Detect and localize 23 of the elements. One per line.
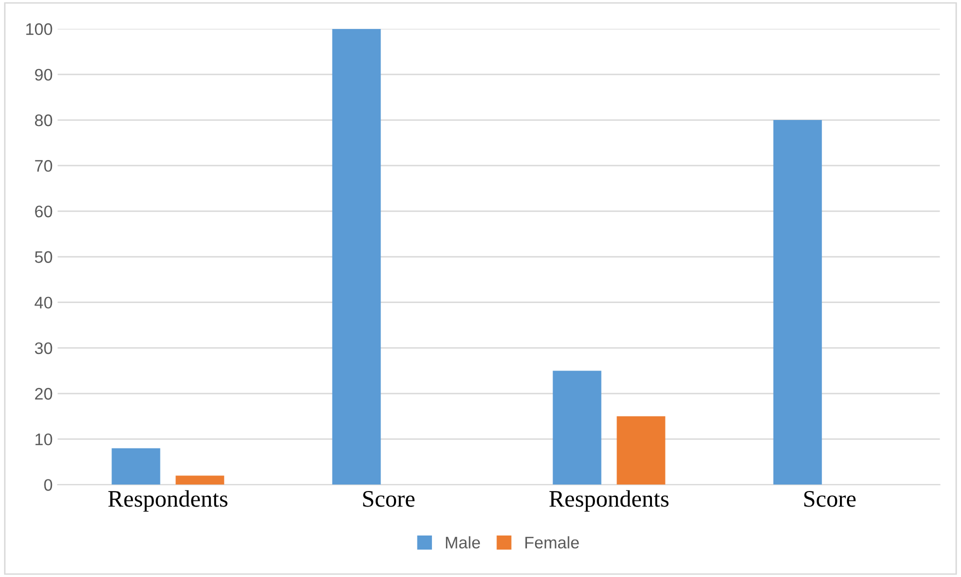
y-tick-label: 100 [26, 23, 52, 36]
y-tick-label: 60 [35, 206, 52, 218]
y-tick-label: 70 [35, 160, 52, 172]
bar [773, 120, 822, 485]
y-tick-label: 80 [34, 114, 52, 126]
y-tick-label: 0 [44, 479, 52, 491]
y-tick-label: 40 [34, 296, 52, 309]
x-tick-label: Score [804, 490, 856, 507]
bar [552, 370, 602, 485]
bar [176, 476, 224, 485]
y-tick-label: 30 [34, 342, 52, 354]
bar [332, 28, 381, 485]
y-tick-label: 90 [35, 68, 52, 81]
bar [616, 416, 666, 485]
bar [112, 448, 160, 485]
legend-label: Female [525, 536, 579, 548]
legend-label: Male [446, 536, 480, 548]
y-tick-label: 20 [35, 388, 52, 400]
x-tick-label: Respondents [108, 490, 228, 512]
x-tick-label: Respondents [549, 490, 669, 512]
y-tick-label: 50 [34, 251, 52, 263]
x-tick-label: Score [363, 490, 415, 507]
y-tick-label: 10 [36, 434, 52, 446]
